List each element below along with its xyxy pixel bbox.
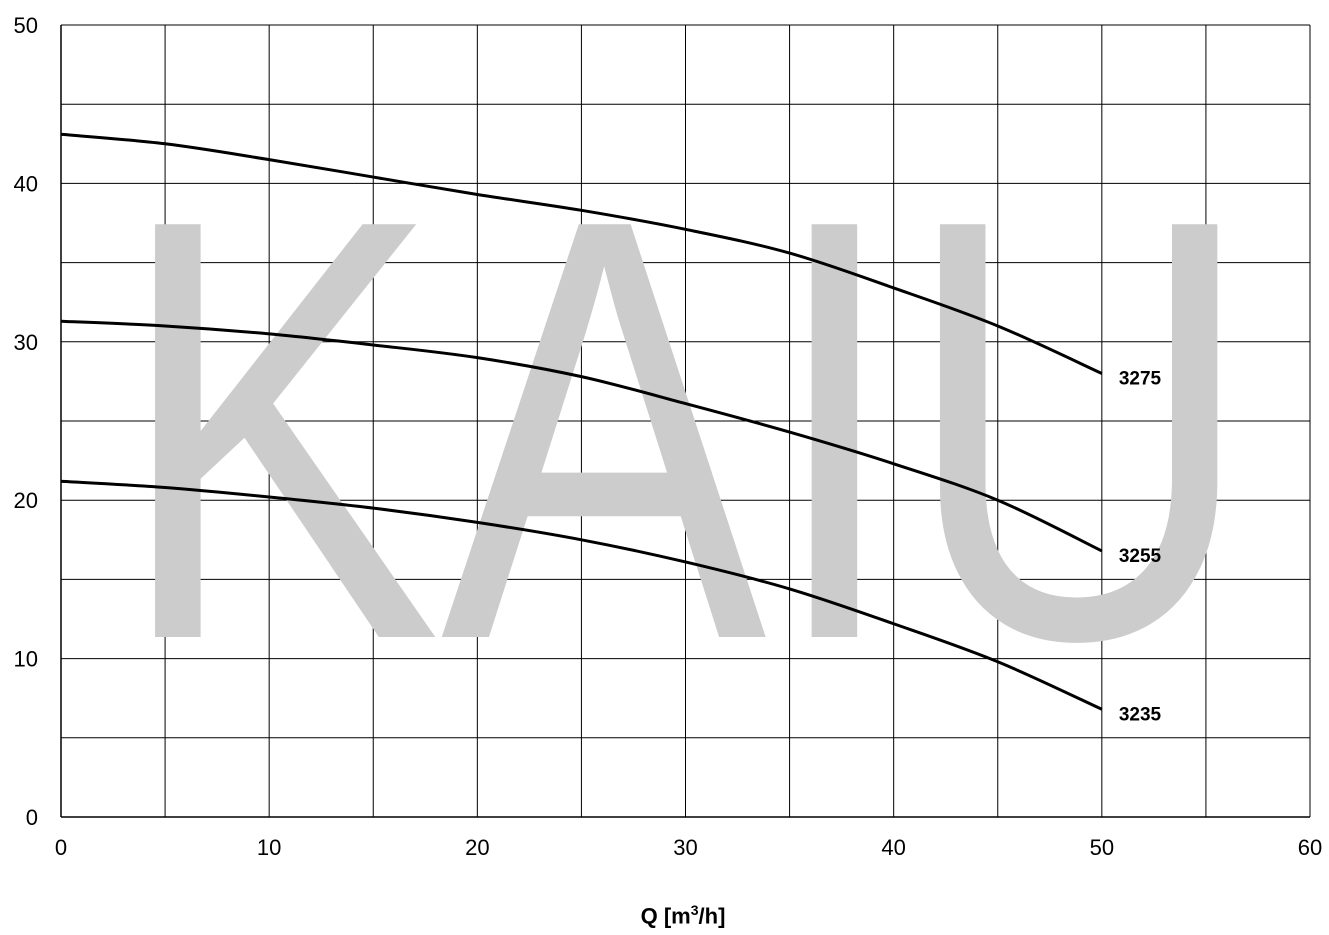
- y-tick-label: 0: [26, 805, 38, 830]
- y-tick-label: 20: [14, 488, 38, 513]
- x-tick-label: 60: [1298, 835, 1322, 860]
- y-tick-label: 30: [14, 330, 38, 355]
- series-lines: [60, 132, 1103, 711]
- y-tick-label: 40: [14, 171, 38, 196]
- x-tick-labels: 0 10 20 30 40 50 60: [55, 835, 1322, 860]
- x-tick-label: 40: [881, 835, 905, 860]
- series-label-3235: 3235: [1119, 704, 1162, 725]
- y-tick-label: 50: [14, 13, 38, 38]
- series-line-3255: [60, 319, 1103, 553]
- x-tick-label: 30: [673, 835, 697, 860]
- x-tick-label: 10: [257, 835, 281, 860]
- x-tick-label: 20: [465, 835, 489, 860]
- x-tick-label: 50: [1090, 835, 1114, 860]
- x-tick-label: 0: [55, 835, 67, 860]
- series-line-3275: [60, 132, 1103, 375]
- y-tick-label: 10: [14, 647, 38, 672]
- axes: [60, 25, 1310, 818]
- watermark-text: KAIU: [115, 95, 1255, 765]
- series-label-3255: 3255: [1119, 546, 1162, 567]
- y-tick-labels: 0 10 20 30 40 50: [14, 13, 38, 830]
- x-axis-label: Q [m3/h]: [640, 902, 726, 929]
- series-label-3275: 3275: [1119, 368, 1162, 389]
- series-line-3235: [60, 479, 1103, 711]
- series-labels: 3275 3255 3235: [1119, 368, 1162, 725]
